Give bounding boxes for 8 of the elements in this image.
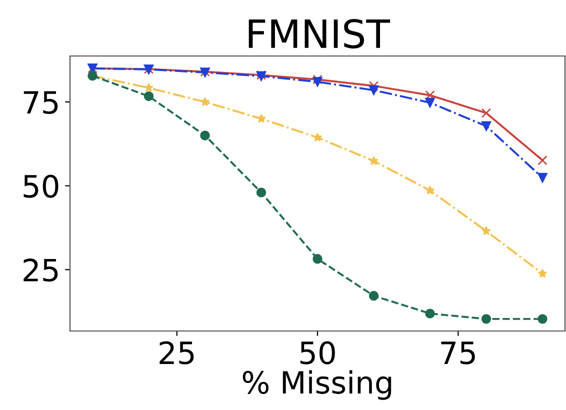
x-axis-title: % Missing <box>242 370 392 400</box>
x-tick-label: 25 <box>160 341 194 364</box>
y-tick-label: 50 <box>24 174 58 198</box>
x-tick-label: 75 <box>441 342 475 364</box>
y-tick-label: 25 <box>24 258 58 282</box>
x-tick-label: 50 <box>300 341 335 364</box>
chart-title: FMNIST <box>248 19 390 48</box>
y-tick-label: 75 <box>24 91 58 114</box>
